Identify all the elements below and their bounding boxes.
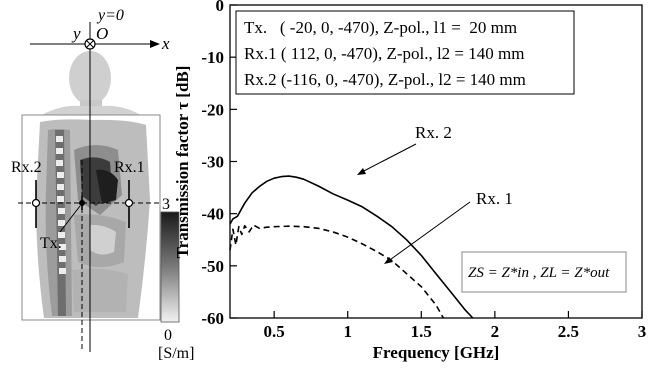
y-tick-label: -50: [201, 257, 224, 276]
legend-line-rx2: Rx.2 (-116, 0, -470), Z-pol., l2 = 140 m…: [244, 70, 526, 89]
coord-y0-label: y=0: [96, 7, 124, 24]
legend-line-rx1: Rx.1 ( 112, 0, -470), Z-pol., l2 = 140 m…: [244, 44, 524, 63]
series-line-rx-1: [229, 224, 445, 319]
y-tick-label: -20: [201, 100, 224, 119]
chart: 0 -10 -20 -30 -40 -50 -60 0.5 1 1.5 2 2.5 3 Transmi…: [173, 0, 646, 362]
conductivity-colorbar: [160, 211, 180, 323]
head-shoulders-image: [36, 51, 146, 118]
colorbar-max-label: 3: [162, 196, 170, 213]
y-tick-label: -30: [201, 153, 224, 172]
colorbar-min-label: 0: [164, 327, 172, 344]
condition-box: [461, 251, 627, 293]
legend-box: [235, 10, 575, 95]
tx-label: Tx.: [40, 235, 62, 252]
tx-pointer-line: [59, 205, 81, 233]
rx2-arrow-icon: [357, 168, 366, 175]
x-tick-label: 2: [491, 322, 500, 341]
y-tick-label: -40: [201, 205, 224, 224]
x-tick-label: 0.5: [264, 322, 285, 341]
rx1-annotation: Rx. 1: [476, 189, 513, 208]
x-axis-arrow-icon: [150, 40, 160, 48]
rx1-arrow-icon: [384, 257, 393, 264]
series-lines: [229, 175, 474, 319]
rx2-arrow-line: [359, 143, 417, 174]
coord-y-label: y: [71, 24, 81, 43]
x-tick-label: 1.5: [411, 322, 432, 341]
x-axis-label: Frequency [GHz]: [373, 343, 500, 362]
rx2-label: Rx.2: [11, 159, 42, 176]
torso-slice-image: [36, 119, 150, 318]
rx2-annotation: Rx. 2: [415, 123, 452, 142]
rx1-label: Rx.1: [114, 159, 145, 176]
y-tick-label: 0: [216, 0, 225, 15]
condition-text: ZS = Z*in , ZL = Z*out: [468, 265, 610, 281]
x-ticks: 0.5 1 1.5 2 2.5 3: [264, 311, 647, 341]
y-tick-label: -10: [201, 48, 224, 67]
y-axis-label: Transmission factor τ [dB]: [173, 66, 192, 259]
legend-line-tx: Tx. ( -20, 0, -470), Z-pol., l1 = 20 mm: [244, 18, 517, 37]
rx1-arrow-line: [386, 201, 471, 263]
y-ticks: 0 -10 -20 -30 -40 -50 -60: [201, 0, 237, 328]
x-tick-label: 3: [638, 322, 647, 341]
x-tick-label: 2.5: [558, 322, 579, 341]
colorbar-unit-label: [S/m]: [158, 345, 194, 362]
coord-x-label: x: [161, 34, 170, 53]
x-tick-label: 1: [343, 322, 352, 341]
series-line-rx-2: [229, 175, 474, 319]
human-model-panel: 3 0 [S/m] y=0 y O x Rx.2 Rx.1 Tx.: [11, 7, 194, 362]
coord-origin-label: O: [96, 24, 108, 43]
y-tick-label: -60: [201, 309, 224, 328]
